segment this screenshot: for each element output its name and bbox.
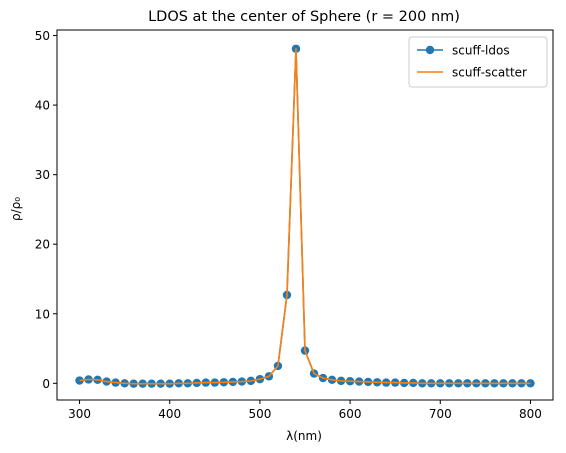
x-tick-label: 800 [519, 407, 542, 421]
legend-marker-scuff-ldos [425, 45, 435, 55]
x-tick-label: 500 [248, 407, 271, 421]
y-axis-label: ρ/ρ₀ [9, 197, 23, 221]
series-line-scuff-scatter [79, 47, 531, 385]
x-tick-label: 400 [158, 407, 181, 421]
legend-label-scuff-scatter: scuff-scatter [452, 66, 527, 80]
x-axis-label: λ(nm) [286, 429, 322, 443]
axes-frame [56, 29, 554, 401]
y-tick-label: 50 [35, 29, 50, 43]
y-tick-label: 10 [35, 307, 50, 321]
y-tick-label: 40 [35, 99, 50, 113]
x-tick-label: 700 [429, 407, 452, 421]
legend-label-scuff-ldos: scuff-ldos [452, 44, 510, 58]
legend-box [408, 36, 548, 88]
y-tick-label: 0 [42, 377, 50, 391]
x-tick-label: 600 [339, 407, 362, 421]
y-tick-label: 20 [35, 238, 50, 252]
legend: scuff-ldos scuff-scatter [408, 36, 548, 88]
axis-ticks: 300 400 500 600 700 800 0 10 20 30 40 50 [35, 29, 542, 421]
x-tick-label: 300 [68, 407, 91, 421]
y-tick-label: 30 [35, 168, 50, 182]
chart-title: LDOS at the center of Sphere (r = 200 nm… [148, 9, 460, 25]
plot-area [56, 29, 554, 401]
